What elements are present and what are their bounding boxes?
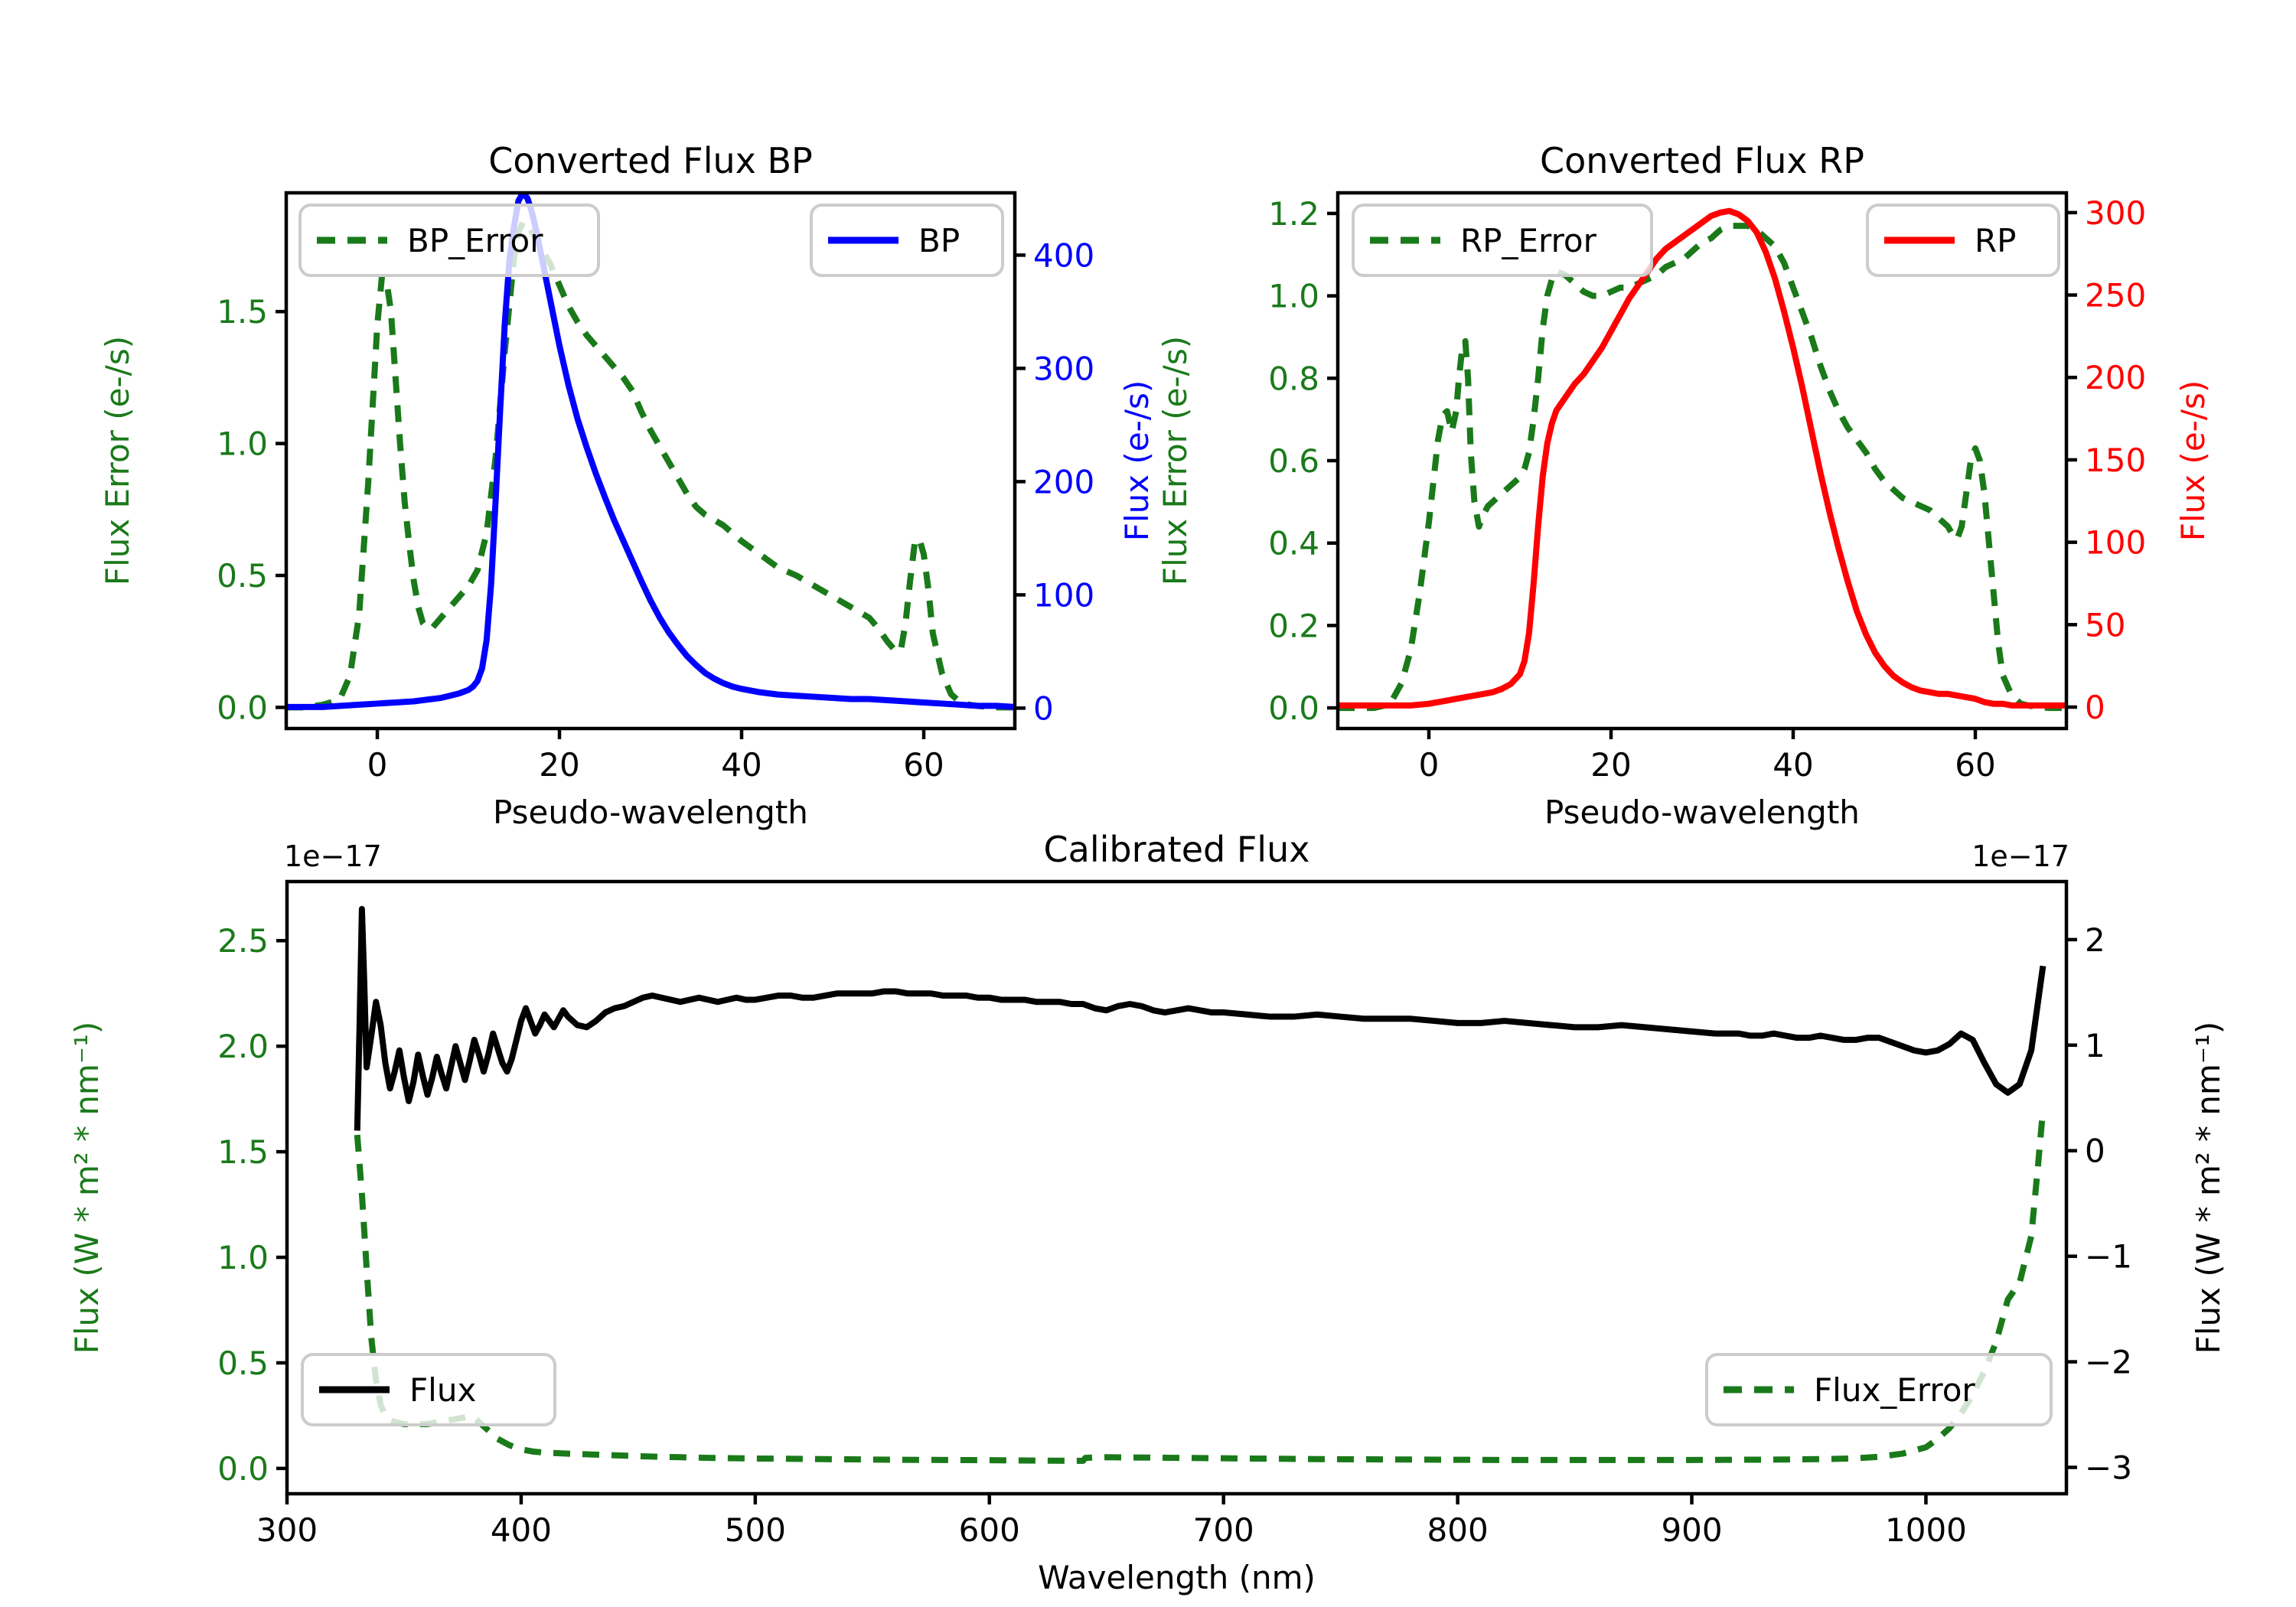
x-tick-label: 40 <box>721 746 762 784</box>
y-tick-label-right: 2 <box>2085 921 2105 959</box>
legend-box <box>810 204 1004 277</box>
x-axis-label: Pseudo-wavelength <box>493 794 808 831</box>
y-axis-label-left: Flux Error (e-/s) <box>99 336 136 585</box>
x-tick-label: 500 <box>725 1511 786 1549</box>
legend-bp-error[interactable]: BP_Error <box>298 204 600 277</box>
y-tick-label-left: 0.5 <box>217 557 268 595</box>
y-tick-label-right: 0 <box>1033 689 1054 727</box>
y-tick-label-left: 1.5 <box>217 1133 269 1171</box>
y-axis-label-right: Flux (W * m² * nm⁻¹) <box>2190 1022 2227 1354</box>
y-tick-label-left: 1.2 <box>1268 195 1319 233</box>
legend-box <box>1705 1353 2053 1426</box>
legend-label: Flux_Error <box>1814 1371 1975 1409</box>
legend-box <box>1352 204 1653 277</box>
y-tick-label-right: 200 <box>1033 463 1094 500</box>
x-tick-label: 0 <box>367 746 388 784</box>
y-tick-label-right: 150 <box>2085 442 2146 479</box>
chart-title: Converted Flux RP <box>1540 140 1864 181</box>
x-tick-label: 40 <box>1773 746 1813 784</box>
plot-frame <box>285 879 2069 1496</box>
chart-title: Calibrated Flux <box>1044 829 1310 870</box>
y-tick-label-left: 0.0 <box>217 1450 269 1488</box>
y-tick-label-left: 0.0 <box>1268 689 1319 727</box>
x-tick-label: 20 <box>539 746 579 784</box>
legend-label: Flux <box>409 1371 476 1409</box>
y-tick-label-left: 1.0 <box>1268 278 1319 315</box>
series-line-rp <box>1338 207 2066 709</box>
legend-label: BP_Error <box>407 222 543 259</box>
x-tick-label: 400 <box>491 1511 552 1549</box>
y-tick-label-left: 2.5 <box>217 922 269 960</box>
x-tick-label: 600 <box>959 1511 1020 1549</box>
y-axis-label-left: Flux (W * m² * nm⁻¹) <box>68 1022 106 1354</box>
chart-panel-converted-flux-bp: Converted Flux BP 0 20 40 60 Pseudo-wavelengt… <box>0 0 1156 831</box>
y-tick-label-left: 1.0 <box>217 1239 269 1276</box>
x-tick-label: 1000 <box>1885 1511 1967 1549</box>
y-tick-label-left: 0.8 <box>1268 360 1319 397</box>
x-tick-label: 60 <box>1955 746 1995 784</box>
legend-rp-error[interactable]: RP_Error <box>1352 204 1653 277</box>
legend-flux-error[interactable]: Flux_Error <box>1705 1353 2053 1426</box>
x-tick-label: 0 <box>1419 746 1440 784</box>
series-line-flux <box>354 905 2047 1131</box>
x-tick-label: 60 <box>903 746 944 784</box>
y-tick-label-right: 1 <box>2085 1027 2105 1064</box>
y-tick-label-right: 200 <box>2085 359 2146 396</box>
y-tick-label-left: 0.2 <box>1268 607 1319 644</box>
y-tick-label-left: 1.5 <box>217 293 268 331</box>
x-tick-label: 900 <box>1661 1511 1722 1549</box>
y-tick-label-right: 100 <box>1033 576 1094 614</box>
x-tick-label: 700 <box>1193 1511 1254 1549</box>
x-axis-label: Wavelength (nm) <box>1038 1559 1316 1596</box>
x-tick-label: 800 <box>1427 1511 1489 1549</box>
x-tick-label: 300 <box>256 1511 318 1549</box>
y-tick-label-right: −3 <box>2085 1449 2132 1487</box>
legend-flux[interactable]: Flux <box>301 1353 556 1426</box>
y-tick-label-left: 0.0 <box>217 689 268 726</box>
y-tick-label-right: 0 <box>2085 1133 2105 1170</box>
legend-box <box>301 1353 556 1426</box>
chart-panel-converted-flux-rp: Converted Flux RP 0 20 40 60 Pseudo-wavelengt… <box>1148 0 2296 831</box>
y-axis-offset-left: 1e−17 <box>284 839 382 873</box>
y-axis-offset-right: 1e−17 <box>1971 839 2069 873</box>
y-tick-label-left: 0.4 <box>1268 525 1319 562</box>
legend-bp[interactable]: BP <box>810 204 1004 277</box>
legend-label: RP_Error <box>1460 222 1597 259</box>
y-tick-label-left: 1.0 <box>217 425 268 463</box>
y-axis-label-left: Flux Error (e-/s) <box>1156 336 1194 585</box>
legend-box <box>1866 204 2060 277</box>
y-tick-label-right: 300 <box>2085 194 2146 232</box>
y-tick-label-right: 250 <box>2085 277 2146 315</box>
x-tick-label: 20 <box>1590 746 1631 784</box>
y-tick-label-right: 0 <box>2085 689 2105 726</box>
y-tick-label-right: 400 <box>1033 236 1094 274</box>
legend-rp[interactable]: RP <box>1866 204 2060 277</box>
series-line-bp-error <box>286 218 1015 711</box>
y-tick-label-left: 0.6 <box>1268 442 1319 480</box>
legend-label: BP <box>918 222 960 259</box>
series-line-rp-error <box>1338 223 2066 712</box>
legend-label: RP <box>1975 222 2017 259</box>
y-tick-label-right: 300 <box>1033 350 1094 387</box>
chart-panel-calibrated-flux: Calibrated Flux 1e−17 1e−17 300 400 500 600 700… <box>0 826 2296 1607</box>
y-tick-label-left: 2.0 <box>217 1028 269 1065</box>
y-tick-label-right: −1 <box>2085 1238 2132 1276</box>
y-axis-label-right: Flux (e-/s) <box>1118 380 1156 541</box>
y-tick-label-left: 0.5 <box>217 1345 269 1382</box>
y-axis-label-right: Flux (e-/s) <box>2174 380 2212 541</box>
chart-title: Converted Flux BP <box>488 140 813 181</box>
x-axis-label: Pseudo-wavelength <box>1544 794 1860 831</box>
legend-box <box>298 204 600 277</box>
y-tick-label-right: 100 <box>2085 524 2146 562</box>
y-tick-label-right: −2 <box>2085 1344 2132 1381</box>
series-line-bp <box>286 193 1015 710</box>
plot-frame <box>284 191 1017 731</box>
y-tick-label-right: 50 <box>2085 606 2125 644</box>
